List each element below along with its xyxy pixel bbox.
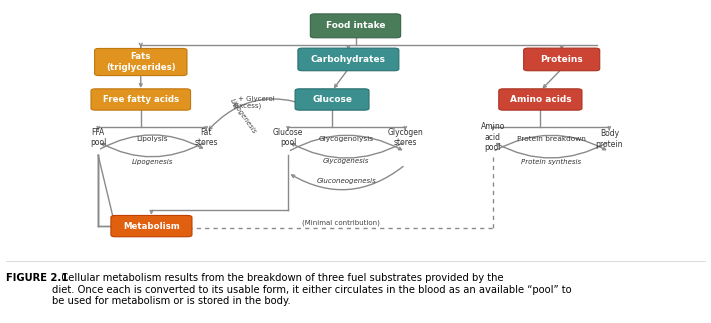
Text: + Glycerol: + Glycerol — [238, 97, 275, 102]
Text: Body
protein: Body protein — [596, 129, 623, 149]
Text: Gluconeogenesis: Gluconeogenesis — [316, 178, 376, 184]
Text: Free fatty acids: Free fatty acids — [102, 95, 179, 104]
Text: Food intake: Food intake — [326, 21, 385, 30]
Text: (Minimal contribution): (Minimal contribution) — [302, 220, 380, 226]
Text: Glycogenolysis: Glycogenolysis — [319, 136, 374, 142]
Text: Proteins: Proteins — [540, 55, 583, 64]
Text: Glucose
pool: Glucose pool — [273, 128, 303, 147]
Text: FIGURE 2.1: FIGURE 2.1 — [6, 273, 68, 283]
Text: Lipolysis: Lipolysis — [137, 136, 168, 142]
Text: Amino acids: Amino acids — [510, 95, 571, 104]
Text: Carbohydrates: Carbohydrates — [311, 55, 386, 64]
FancyBboxPatch shape — [499, 89, 582, 110]
Text: Glucose: Glucose — [312, 95, 352, 104]
Text: Glycogenesis: Glycogenesis — [323, 158, 370, 164]
FancyBboxPatch shape — [523, 48, 600, 71]
FancyBboxPatch shape — [111, 215, 192, 237]
FancyBboxPatch shape — [298, 48, 399, 71]
Text: Lipogenesis: Lipogenesis — [229, 98, 257, 135]
Text: Protein breakdown: Protein breakdown — [517, 136, 585, 142]
FancyBboxPatch shape — [91, 89, 191, 110]
Text: Fat
stores: Fat stores — [194, 128, 218, 147]
FancyBboxPatch shape — [295, 89, 369, 110]
Text: Fats
(triglycerides): Fats (triglycerides) — [106, 52, 176, 72]
Text: Cellular metabolism results from the breakdown of three fuel substrates provided: Cellular metabolism results from the bre… — [52, 273, 572, 306]
FancyBboxPatch shape — [310, 14, 401, 38]
Text: Metabolism: Metabolism — [123, 222, 180, 231]
FancyBboxPatch shape — [95, 48, 187, 76]
Text: Lipogenesis: Lipogenesis — [132, 159, 173, 165]
Text: (Excess): (Excess) — [232, 103, 262, 109]
Text: Glycogen
stores: Glycogen stores — [387, 128, 423, 147]
Text: Amino
acid
pool: Amino acid pool — [481, 122, 505, 152]
Text: Protein synthesis: Protein synthesis — [521, 159, 581, 164]
Text: FFA
pool: FFA pool — [90, 128, 107, 147]
